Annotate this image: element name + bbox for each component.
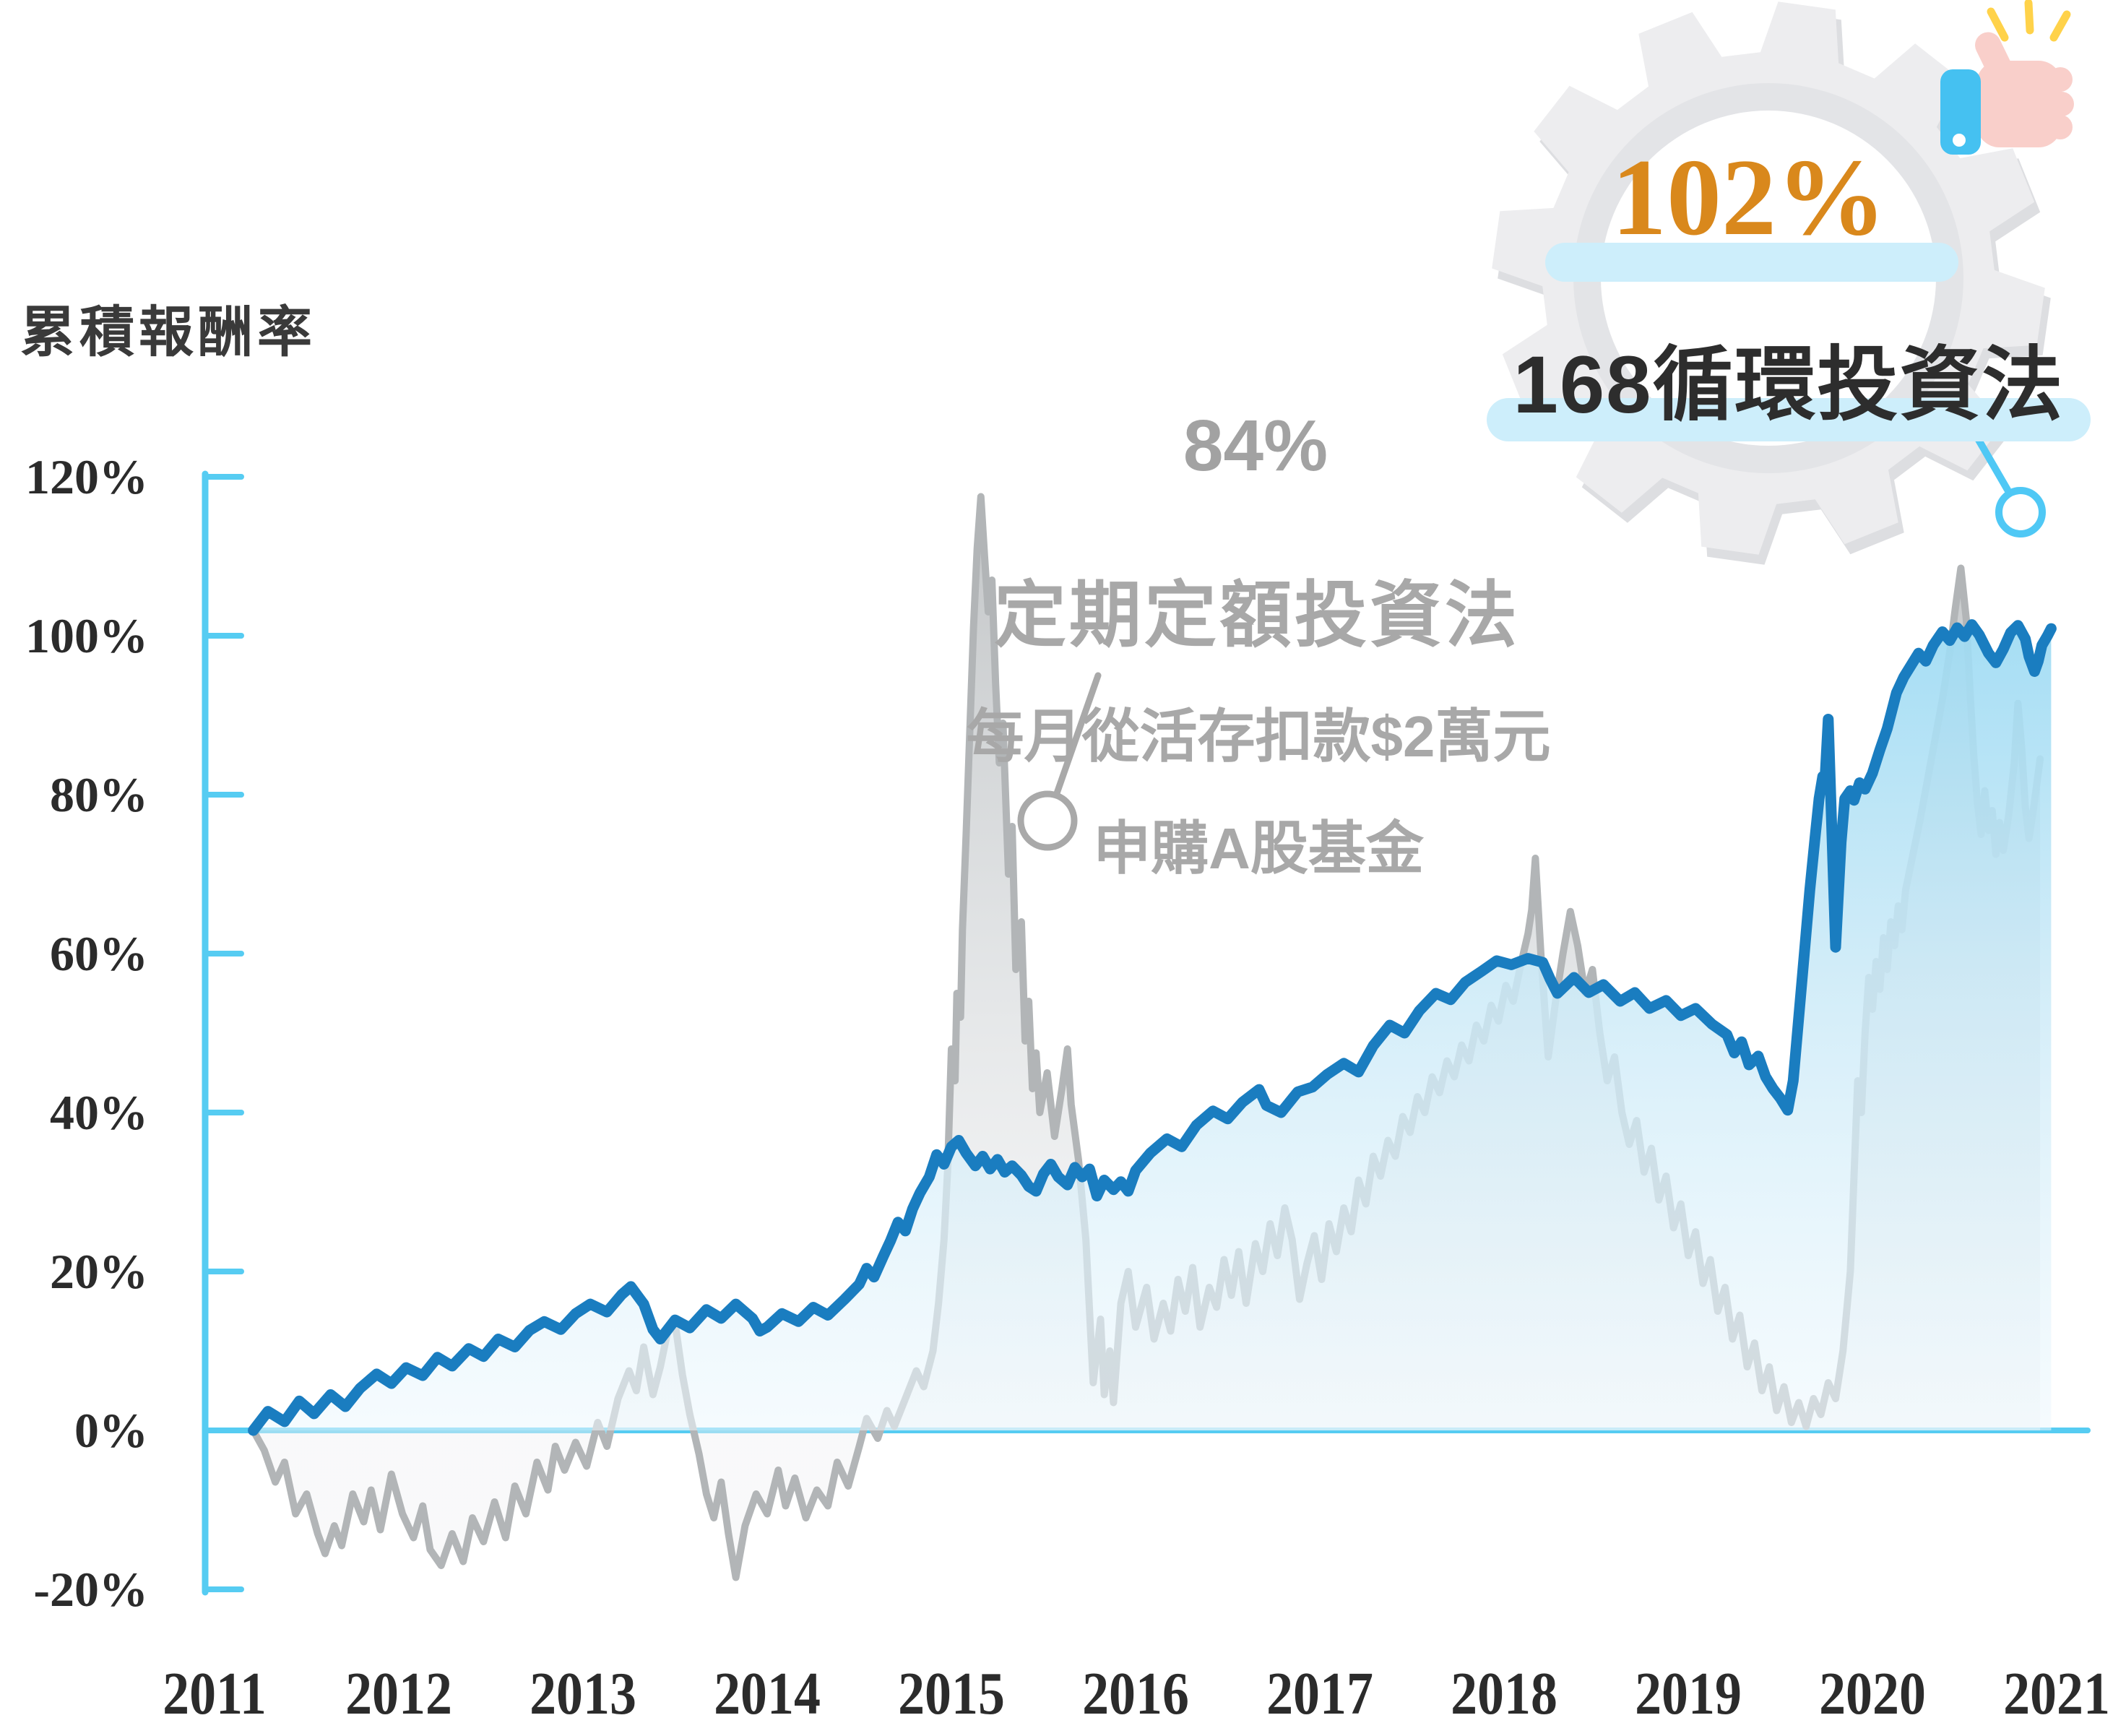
highlight-pill-name: [1487, 398, 2091, 441]
x-tick-label-2015: 2015: [898, 1660, 1005, 1727]
x-tick-label-2020: 2020: [1819, 1660, 1926, 1727]
thumbs-up-icon: [1940, 0, 2074, 155]
dca-description-line1: 每月從活存扣款$2萬元: [966, 704, 1551, 769]
dca-strategy-label: 定期定額投資法: [994, 575, 1520, 656]
winner-return-value: 102%: [1612, 137, 1886, 258]
winner-strategy-label: 168循環投資法: [1513, 340, 2065, 430]
sparkle-icon: [2024, 0, 2034, 35]
plot-area: [202, 470, 2091, 1596]
thumb-sleeve: [1940, 69, 1981, 155]
x-tick-label-2012: 2012: [345, 1660, 452, 1727]
x-tick-label-2021: 2021: [2003, 1660, 2110, 1727]
sparkle-icon: [1987, 7, 2009, 42]
y-tick-label: 80%: [50, 767, 148, 822]
x-tick-label-2014: 2014: [714, 1660, 821, 1727]
callout-line-gray: [1053, 672, 1102, 797]
thumb-fist: [1976, 61, 2062, 147]
callout-pointer-blue: [1967, 423, 2046, 537]
y-tick-label: 40%: [50, 1085, 148, 1140]
sparkle-icon: [2049, 10, 2071, 42]
y-tick-label: -20%: [33, 1562, 148, 1617]
y-tick-label: 60%: [50, 926, 148, 981]
y-tick-label: 100%: [25, 608, 148, 663]
y-tick-label: 120%: [25, 449, 148, 504]
x-tick-label-2018: 2018: [1451, 1660, 1557, 1727]
line-168: [248, 619, 2057, 1436]
highlight-pill-pct: [1545, 243, 1958, 282]
x-tick-label-2019: 2019: [1635, 1660, 1742, 1727]
callout-pointer-gray: [1017, 672, 1102, 851]
thumb-knuckle: [2049, 92, 2074, 116]
callout-circle-gray: [1017, 790, 1078, 851]
chart-title: 累積報酬率: [20, 302, 316, 363]
thumb-knuckle: [2048, 115, 2073, 139]
x-tick-label-2013: 2013: [530, 1660, 636, 1727]
sleeve-dot: [1953, 134, 1966, 147]
x-tick-label-2016: 2016: [1082, 1660, 1189, 1727]
dca-return-value: 84%: [1183, 405, 1328, 486]
callout-circle-blue: [1995, 487, 2046, 537]
x-tick-label-2011: 2011: [163, 1660, 267, 1727]
x-tick-label-2017: 2017: [1266, 1660, 1373, 1727]
y-tick-label: 0%: [74, 1403, 148, 1458]
thumb-knuckle: [2048, 67, 2073, 92]
area-fill-168: [253, 624, 2052, 1430]
dca-description-line2: 申購A股基金: [1093, 816, 1424, 881]
y-tick-label: 20%: [50, 1244, 148, 1299]
